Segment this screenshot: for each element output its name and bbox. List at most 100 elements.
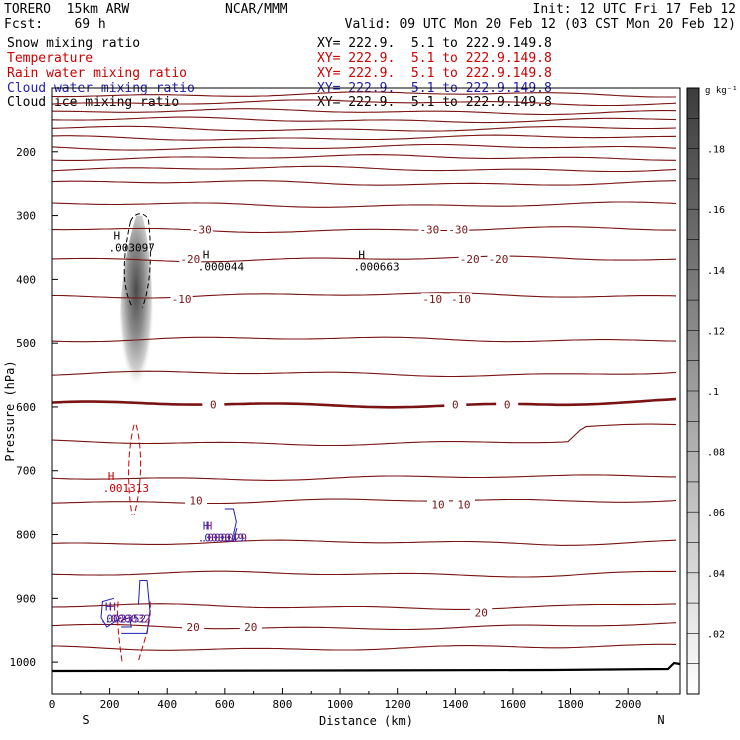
colorbar-tick-label: .1 [707,387,719,398]
isotherm-line [52,108,677,116]
temperature-label-bg [444,398,467,411]
y-axis-label: Pressure (hPa) [3,360,17,461]
isotherm-line [51,292,677,299]
legend-label-rain: Rain water mixing ratio [7,66,188,81]
isotherm-line [51,397,677,409]
temperature-label-bg [418,223,441,236]
maximum-value: .001313 [103,482,149,495]
temperature-label: -10 [172,293,192,306]
rain-water-contour [117,424,151,663]
maximum-value: .000029 [201,532,247,545]
colorbar-tick-label: .06 [707,508,725,519]
temperature-label: 0 [452,398,459,411]
maximum-value: .000044 [198,260,245,273]
temperature-label-bg [202,398,225,411]
isotherm-line [51,622,677,631]
legend-xy-rain: XY= 222.9. 5.1 to 222.9.149.8 [317,66,552,81]
x-tick-label: 2000 [615,698,642,711]
isotherm-line [51,603,677,610]
legend-label-snow: Snow mixing ratio [7,36,141,51]
isotherm-line [51,154,676,161]
south-label: S [82,713,89,727]
x-tick-label: 1000 [327,698,354,711]
isotherm-line [51,180,677,186]
ground-line [51,661,681,673]
legend-label-temperature: Temperature [7,51,94,66]
isotherm-line [51,165,677,173]
temperature-label-bg [470,606,493,619]
legend-xy-temperature: XY= 222.9. 5.1 to 222.9.149.8 [317,51,552,66]
x-tick-label: 0 [49,698,56,711]
isotherm-line [51,116,677,124]
forecast-hour: Fcst: 69 h [4,17,106,32]
isotherm-line [51,498,677,505]
x-tick-label: 1200 [384,698,411,711]
north-label: N [657,713,664,727]
temperature-label: -30 [448,224,468,237]
temperature-label-bg [170,293,193,306]
temperature-label: 20 [475,606,488,619]
temperature-label-bg [179,252,202,265]
isotherm-line [51,134,677,141]
temperature-label: -10 [422,293,442,306]
isotherm-line [51,255,677,263]
colorbar-tick-label: .02 [707,629,725,640]
maximum-value: .000663 [353,260,399,273]
temperature-label-bg [450,293,473,306]
isotherm-line [51,474,676,481]
y-tick-label: 1000 [10,656,37,669]
maximum-label: H [203,520,210,533]
isotherm-line [51,201,677,208]
isotherm-line [51,91,676,98]
valid-time: Valid: 09 UTC Mon 20 Feb 12 (03 CST Mon … [344,17,736,32]
colorbar-tick-label: .18 [707,145,725,156]
y-tick-label: 300 [16,210,36,223]
isotherm-line [51,423,677,447]
temperature-label: 0 [504,398,511,411]
isotherm-line [51,539,677,546]
temperature-label: 10 [457,499,470,512]
colorbar-tick-label: .12 [707,326,725,337]
temperature-label-bg [190,223,213,236]
x-tick-label: 800 [273,698,293,711]
temperature-label: 20 [244,621,257,634]
temperature-label-bg [447,223,470,236]
temperature-label-bg [421,293,444,306]
maximum-label: H [113,229,120,242]
temperature-label: -30 [192,224,212,237]
temperature-label-bg [185,494,208,507]
temperature-label-bg [452,498,475,511]
temperature-label: 0 [210,398,217,411]
temperature-label: -20 [460,253,480,266]
maximum-value: .000032 [104,613,150,626]
y-tick-label: 200 [16,146,36,159]
colorbar-tick-label: .04 [707,569,725,580]
isotherm-line [51,570,676,578]
y-tick-label: 800 [16,529,36,542]
y-tick-label: 400 [16,273,36,286]
maximum-value: .002352 [100,613,146,626]
cloud-water-contour [100,508,238,634]
x-tick-label: 1800 [557,698,584,711]
maximum-label: H [108,470,115,483]
isotherm-line [51,370,677,378]
maximum-label: H [206,520,213,533]
y-tick-label: 900 [16,592,36,605]
temperature-label: -20 [180,253,200,266]
maximum-value: .000049 [198,532,244,545]
temperature-label: -30 [419,224,439,237]
colorbar-tick-label: .14 [707,266,725,277]
isotherm-line [51,643,677,651]
colorbar-tick-label: .08 [707,448,725,459]
init-time: Init: 12 UTC Fri 17 Feb 12 [532,2,737,17]
temperature-label: 20 [187,621,200,634]
legend-xy-snow: XY= 222.9. 5.1 to 222.9.149.8 [317,36,552,51]
temperature-label-bg [487,252,510,265]
temperature-label-bg [496,398,519,411]
x-axis-label: Distance (km) [319,714,413,728]
colorbar-unit: g kg⁻¹ [705,86,738,96]
y-tick-label: 700 [16,465,36,478]
x-tick-label: 1400 [442,698,469,711]
